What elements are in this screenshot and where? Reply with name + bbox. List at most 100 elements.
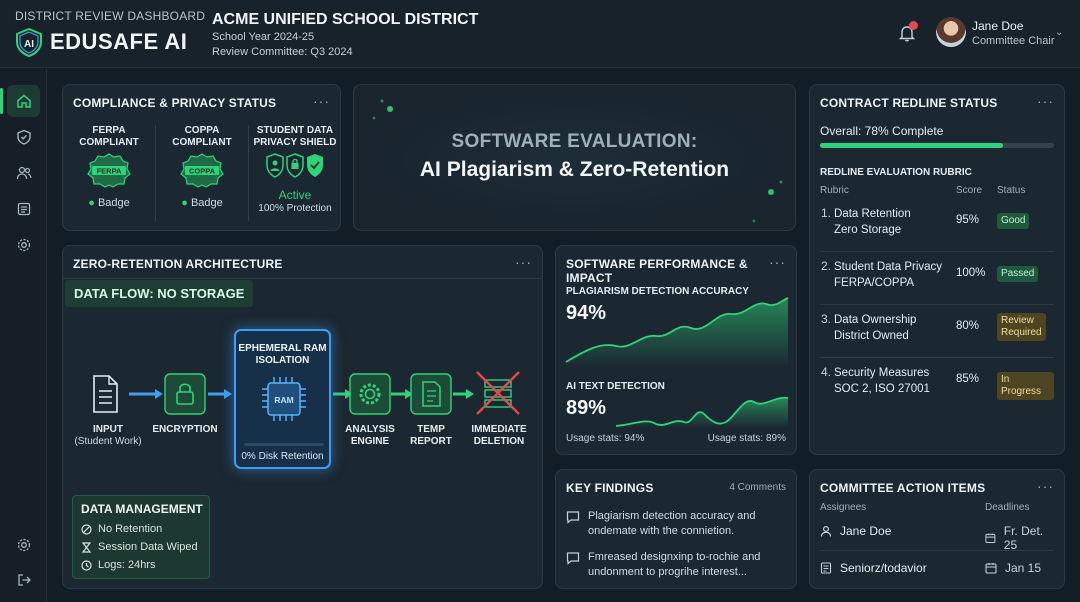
status-line-1: Review (1001, 315, 1034, 326)
rubric-title: REDLINE EVALUATION RUBRIC (820, 167, 972, 178)
finding-item[interactable]: Plagiarism detection accuracy and ondema… (566, 509, 781, 539)
compliance-card: COMPLIANCE & PRIVACY STATUS ··· FERPA CO… (62, 84, 341, 231)
shield-icon (16, 129, 31, 145)
row-name: Student Data Privacy FERPA/COPPA (834, 259, 942, 291)
assignee: Jane Doe (820, 524, 891, 538)
rubric-row[interactable]: 1. Data Retention Zero Storage 95% Good (820, 199, 1054, 252)
col-score: Score (956, 185, 983, 196)
more-options-icon[interactable]: ··· (1037, 478, 1054, 494)
sidebar-item-home[interactable] (0, 85, 40, 117)
dashboard-label: DISTRICT REVIEW DASHBOARD (15, 9, 206, 23)
sidebar-item-security[interactable] (7, 121, 40, 153)
ephemeral-ram-box: EPHEMERAL RAM ISOLATION RAM 0% Disk Reten… (234, 329, 331, 469)
row-name-line-1: Data Retention (834, 208, 911, 220)
ram-title-line-2: ISOLATION (255, 355, 310, 366)
privacy-shields-icon (266, 153, 323, 178)
sidebar-item-settings[interactable] (7, 229, 40, 261)
users-icon (16, 166, 31, 180)
gear-icon (349, 373, 391, 415)
hero-subtitle: SOFTWARE EVALUATION: (451, 131, 698, 152)
user-menu[interactable]: Jane Doe Committee Chair (972, 19, 1055, 47)
col-assignees: Assignees (820, 502, 867, 513)
calendar-icon (985, 533, 996, 543)
action-row[interactable]: Seniorz/todavior Jan 15 (820, 551, 1054, 588)
redline-progress-bar (820, 143, 1054, 148)
chevron-down-icon[interactable]: ⌄ (1055, 27, 1064, 38)
report-icon (410, 373, 452, 415)
brand-name: EDUSAFE AI (50, 29, 188, 54)
finding-item[interactable]: Fmreased designxinp to-rochie and undonm… (566, 550, 781, 580)
sidebar-item-logout[interactable] (7, 564, 40, 596)
rubric-row[interactable]: 2. Student Data Privacy FERPA/COPPA 100% … (820, 252, 1054, 305)
more-options-icon[interactable]: ··· (769, 254, 786, 270)
more-options-icon[interactable]: ··· (515, 254, 532, 270)
row-name-line-1: Student Data Privacy (834, 261, 943, 273)
disk-retention: 0% Disk Retention (241, 451, 324, 462)
evaluation-hero-card: SOFTWARE EVALUATION: AI Plagiarism & Zer… (353, 84, 796, 231)
analysis-line-2: ENGINE (350, 436, 390, 447)
row-name-line-2: Zero Storage (834, 224, 902, 236)
row-number: 4. (821, 365, 832, 379)
hourglass-icon (81, 541, 92, 553)
coppa-badge: ● Badge (156, 197, 248, 209)
action-row[interactable]: Jane Doe Fr. Det. 25 (820, 514, 1054, 552)
deadline: Fr. Det. 25 (985, 524, 1054, 552)
rubric-row[interactable]: 4. Security Measures SOC 2, ISO 27001 85%… (820, 358, 1054, 411)
plagiarism-label: PLAGIARISM DETECTION ACCURACY (566, 286, 749, 297)
row-number: 3. (821, 312, 832, 326)
district-info: ACME UNIFIED SCHOOL DISTRICT School Year… (212, 11, 478, 59)
row-number: 2. (821, 259, 832, 273)
row-name: Data Retention Zero Storage (834, 206, 911, 238)
row-score: 95% (956, 214, 980, 226)
analysis-line-1: ANALYSIS (345, 424, 395, 435)
data-management-title: DATA MANAGEMENT (81, 502, 203, 516)
sidebar-item-documents[interactable] (7, 193, 40, 225)
finding-text: Fmreased designxinp to-rochie and undonm… (588, 551, 761, 578)
ai-detection-sparkline (615, 396, 789, 427)
deletion-line-2: DELETION (473, 436, 525, 447)
session-item: Session Data Wiped (81, 541, 198, 553)
input-label: INPUT (Student Work) (63, 424, 153, 448)
sparkle-decoration (372, 99, 783, 223)
bell-icon[interactable] (898, 24, 916, 42)
status-badge: In Progress (997, 372, 1054, 400)
plagiarism-value: 94% (566, 302, 607, 324)
calendar-icon (985, 563, 997, 574)
more-options-icon[interactable]: ··· (313, 93, 330, 109)
deletion-label: IMMEDIATE DELETION (464, 424, 534, 448)
more-options-icon[interactable]: ··· (1037, 93, 1054, 109)
flow-diagram (93, 371, 520, 415)
performance-title: SOFTWARE PERFORMANCE & IMPACT (566, 257, 748, 285)
sidebar-item-preferences[interactable] (7, 529, 40, 561)
sidebar-item-users[interactable] (7, 157, 40, 189)
divider (155, 125, 156, 221)
check-circle-icon: ● (181, 197, 188, 209)
shield-status: Active (278, 188, 312, 202)
session-text: Session Data Wiped (98, 541, 198, 553)
shield-protection: 100% Protection (258, 203, 332, 214)
deletion-line-1: IMMEDIATE (471, 424, 527, 435)
settings-icon (17, 538, 30, 552)
delete-icon (476, 371, 520, 415)
lock-icon (164, 373, 206, 415)
avatar[interactable] (936, 17, 966, 47)
coppa-seal-text: COPPA (189, 167, 216, 176)
district-name: ACME UNIFIED SCHOOL DISTRICT (212, 11, 479, 28)
top-bar: DISTRICT REVIEW DASHBOARD AI EDUSAFE AI … (0, 0, 1080, 68)
finding-text: Plagiarism detection accuracy and ondema… (588, 510, 756, 537)
logo-text: AI (24, 39, 34, 50)
row-number: 1. (821, 206, 832, 220)
row-name-line-1: Data Ownership (834, 314, 917, 326)
rubric-row[interactable]: 3. Data Ownership District Owned 80% Revi… (820, 305, 1054, 358)
ram-title: EPHEMERAL RAM ISOLATION (236, 343, 329, 367)
architecture-card: ZERO-RETENTION ARCHITECTURE ··· DATA FLO… (62, 245, 543, 589)
row-score: 80% (956, 320, 980, 332)
retention-bar (244, 443, 324, 446)
document-icon (93, 375, 118, 413)
status-line-2: Required (1001, 327, 1042, 338)
findings-title: KEY FINDINGS (566, 481, 654, 495)
ai-detection-label: AI TEXT DETECTION (566, 381, 665, 392)
comments-count[interactable]: 4 Comments (729, 482, 786, 493)
ferpa-seal-icon: FERPA (87, 153, 131, 188)
ferpa-badge: ● Badge (63, 197, 155, 209)
